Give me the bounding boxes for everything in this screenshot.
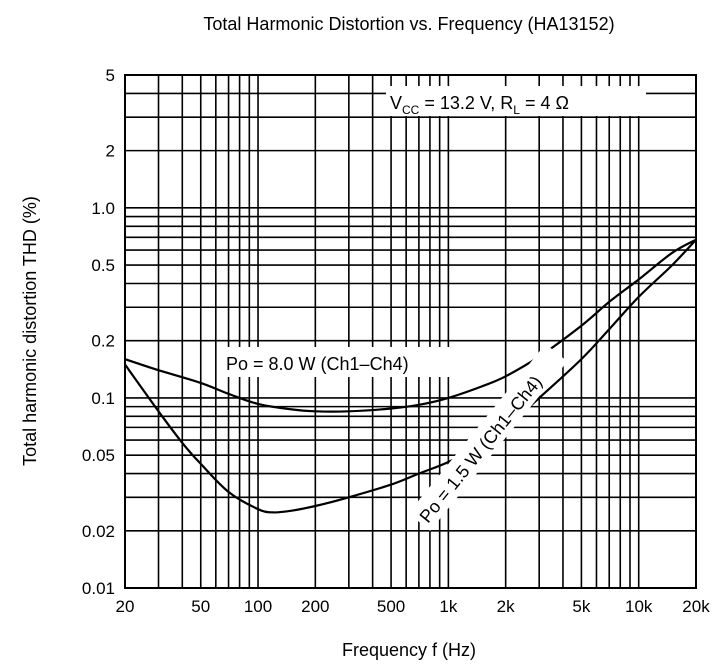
plot-frame xyxy=(124,74,697,589)
x-tick-label: 1k xyxy=(439,597,457,616)
y-tick-label: 2 xyxy=(106,142,115,161)
series-label-po-1-5w-text: Po = 1.5 W (Ch1–Ch4) xyxy=(416,372,546,526)
rl-subscript: L xyxy=(513,103,520,117)
condition-annotation: VCC = 13.2 V, RL = 4 Ω xyxy=(386,86,646,117)
chart-title: Total Harmonic Distortion vs. Frequency … xyxy=(203,14,614,34)
x-tick-label: 2k xyxy=(497,597,515,616)
x-tick-label: 10k xyxy=(625,597,653,616)
x-tick-label: 20 xyxy=(116,597,135,616)
x-tick-label: 20k xyxy=(682,597,710,616)
y-tick-label: 0.01 xyxy=(82,579,115,598)
y-tick-label: 0.05 xyxy=(82,446,115,465)
y-tick-label: 0.5 xyxy=(91,256,115,275)
series-label-po-8w: Po = 8.0 W (Ch1–Ch4) xyxy=(220,347,470,377)
vcc-subscript: CC xyxy=(402,103,420,117)
x-tick-label: 100 xyxy=(244,597,272,616)
x-axis-label: Frequency f (Hz) xyxy=(342,640,476,660)
y-tick-label: 0.1 xyxy=(91,389,115,408)
x-tick-label: 50 xyxy=(191,597,210,616)
series-line-0 xyxy=(124,238,697,413)
y-axis-label: Total harmonic distortion THD (%) xyxy=(20,196,40,466)
vcc-symbol: V xyxy=(390,93,402,113)
rl-value: = 4 Ω xyxy=(520,93,569,113)
y-tick-label: 1.0 xyxy=(91,199,115,218)
x-tick-label: 5k xyxy=(572,597,590,616)
series-line-1 xyxy=(124,238,697,514)
y-tick-labels: 0.01 0.02 0.05 0.1 0.2 0.5 1.0 2 5 xyxy=(82,66,115,598)
x-tick-label: 500 xyxy=(377,597,405,616)
y-tick-label: 0.02 xyxy=(82,522,115,541)
y-tick-label: 5 xyxy=(106,66,115,85)
y-tick-label: 0.2 xyxy=(91,332,115,351)
x-tick-labels: 20 50 100 200 500 1k 2k 5k 10k 20k xyxy=(116,597,711,616)
x-tick-label: 200 xyxy=(301,597,329,616)
series-label-po-8w-text: Po = 8.0 W (Ch1–Ch4) xyxy=(226,354,409,374)
series-lines xyxy=(124,238,697,514)
svg-text:VCC = 13.2 V, RL = 4 Ω: VCC = 13.2 V, RL = 4 Ω xyxy=(390,93,569,117)
vcc-value: = 13.2 V, R xyxy=(419,93,513,113)
